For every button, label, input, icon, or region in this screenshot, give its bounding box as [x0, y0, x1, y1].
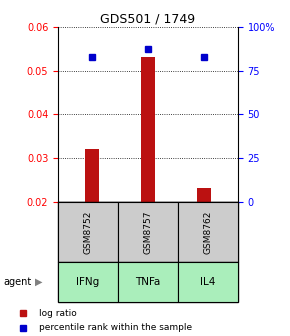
Text: GSM8762: GSM8762 [203, 210, 212, 254]
Bar [118, 202, 178, 262]
Bar [178, 202, 238, 262]
Bar [197, 188, 211, 202]
Bar [85, 149, 99, 202]
Text: TNFa: TNFa [135, 277, 161, 287]
Bar [118, 262, 178, 302]
Text: IFNg: IFNg [76, 277, 99, 287]
Bar [58, 202, 118, 262]
Text: agent: agent [3, 277, 31, 287]
Text: ▶: ▶ [35, 277, 43, 287]
Bar [178, 262, 238, 302]
Text: GSM8757: GSM8757 [143, 210, 153, 254]
Text: percentile rank within the sample: percentile rank within the sample [39, 323, 192, 332]
Bar [58, 262, 118, 302]
Text: log ratio: log ratio [39, 309, 76, 318]
Title: GDS501 / 1749: GDS501 / 1749 [100, 13, 195, 26]
Text: IL4: IL4 [200, 277, 215, 287]
Text: GSM8752: GSM8752 [84, 210, 93, 254]
Bar [141, 57, 155, 202]
